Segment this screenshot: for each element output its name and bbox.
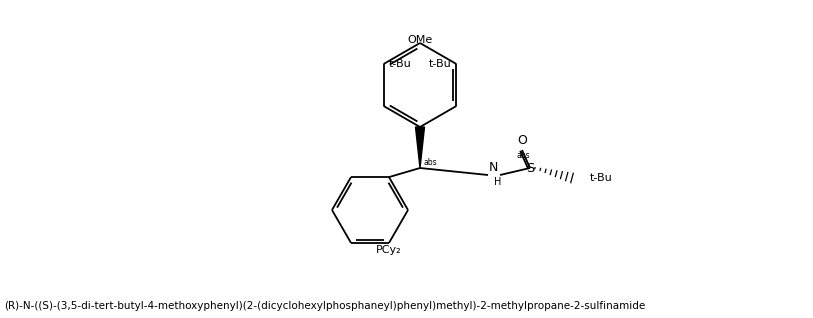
Text: t-Bu: t-Bu [428,59,451,69]
Text: t-Bu: t-Bu [389,59,411,69]
Text: O: O [517,134,527,147]
Polygon shape [415,127,424,168]
Text: (R)-N-((S)-(3,5-di-tert-butyl-4-methoxyphenyl)(2-(dicyclohexylphosphaneyl)phenyl: (R)-N-((S)-(3,5-di-tert-butyl-4-methoxyp… [4,301,646,311]
Text: abs: abs [423,158,437,167]
Text: OMe: OMe [407,35,433,45]
Text: N: N [489,161,498,174]
Text: abs: abs [516,151,529,160]
Text: S: S [526,162,534,175]
Text: H: H [494,177,502,187]
Text: t-Bu: t-Bu [590,173,613,183]
Text: PCy₂: PCy₂ [376,245,402,255]
